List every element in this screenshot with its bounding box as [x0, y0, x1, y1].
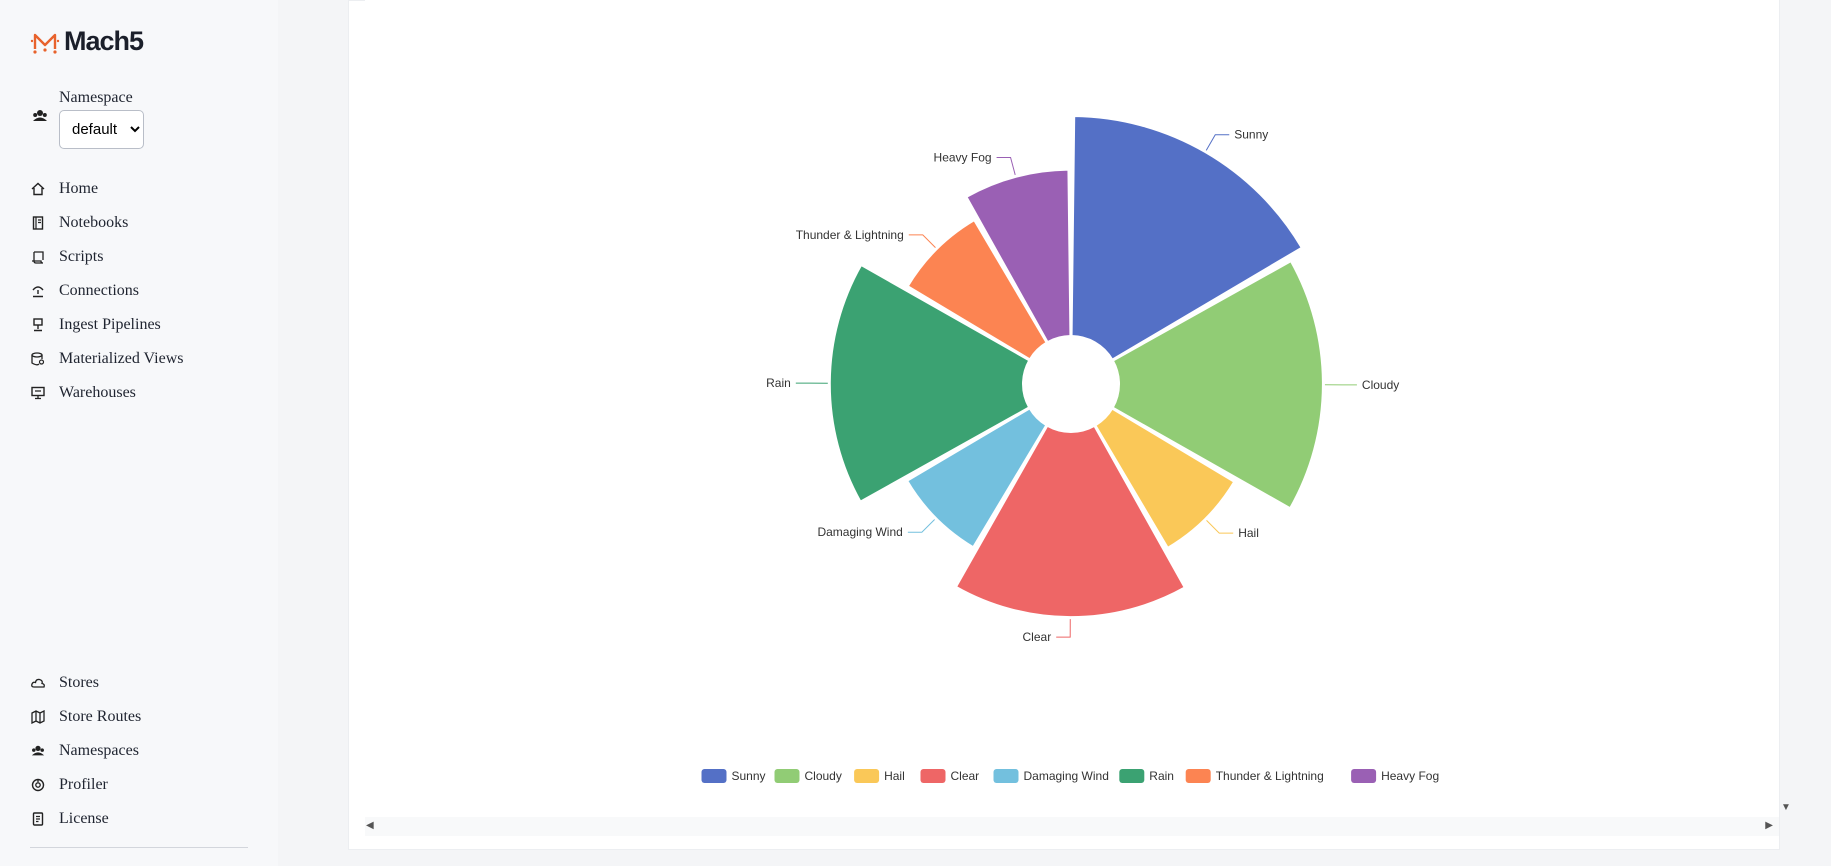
legend-item-rain[interactable]: Rain	[1119, 769, 1174, 783]
sidebar-item-label: Ingest Pipelines	[59, 316, 161, 333]
legend-item-damaging-wind[interactable]: Damaging Wind	[993, 769, 1109, 783]
slice-label-thunder-and-lightning: Thunder & Lightning	[796, 228, 904, 242]
legend-label: Damaging Wind	[1024, 769, 1109, 783]
label-line-hail	[1206, 520, 1234, 534]
slice-label-hail: Hail	[1238, 526, 1259, 540]
sidebar: Mach5 Namespace default Home Notebooks S…	[0, 0, 278, 866]
pie-slice-hail[interactable]	[1094, 407, 1236, 549]
sidebar-item-notebooks[interactable]: Notebooks	[30, 210, 128, 236]
profiler-icon	[30, 777, 46, 793]
pie-slice-sunny[interactable]	[1070, 115, 1303, 361]
sidebar-item-materialized-views[interactable]: Materialized Views	[30, 346, 183, 372]
sidebar-item-store-routes[interactable]: Store Routes	[30, 704, 141, 730]
sidebar-item-license[interactable]: License	[30, 806, 109, 832]
slice-label-cloudy: Cloudy	[1362, 378, 1399, 392]
legend-item-sunny[interactable]: Sunny	[701, 769, 766, 783]
label-line-damaging-wind	[907, 519, 935, 533]
connection-icon	[30, 283, 46, 299]
sidebar-divider	[30, 847, 248, 848]
users-icon	[30, 743, 46, 759]
legend-swatch	[920, 769, 946, 783]
sidebar-item-profiler[interactable]: Profiler	[30, 772, 108, 798]
label-line-heavy-fog	[996, 157, 1016, 176]
sidebar-item-connections[interactable]: Connections	[30, 278, 139, 304]
pipeline-icon	[30, 317, 46, 333]
pie-slice-rain[interactable]	[828, 264, 1031, 503]
slice-label-damaging-wind: Damaging Wind	[817, 525, 902, 539]
legend-label: Rain	[1149, 769, 1174, 783]
pie-slice-cloudy[interactable]	[1111, 260, 1324, 510]
legend-item-heavy-fog[interactable]: Heavy Fog	[1351, 769, 1439, 783]
warehouse-icon	[30, 385, 46, 401]
pie-slice-damaging-wind[interactable]	[906, 407, 1048, 549]
map-icon	[30, 709, 46, 725]
home-icon	[30, 181, 46, 197]
legend-label: Hail	[884, 769, 905, 783]
chart-legend: Sunny Cloudy Hail Clear Damaging Wind Rain Thu…	[701, 769, 1439, 783]
pie-slice-clear[interactable]	[955, 424, 1186, 619]
sidebar-item-label: Scripts	[59, 248, 104, 265]
legend-swatch	[1119, 769, 1145, 783]
scroll-right-icon[interactable]: ▶	[1765, 820, 1773, 831]
label-line-sunny	[1205, 134, 1230, 151]
weather-pie-chart: Sunny Cloudy Hail Clear Damaging Wind Rain Thu…	[701, 115, 1439, 783]
sidebar-item-label: Store Routes	[59, 708, 142, 725]
sidebar-item-ingest-pipelines[interactable]: Ingest Pipelines	[30, 312, 161, 338]
legend-swatch	[993, 769, 1019, 783]
cloud-icon	[30, 675, 46, 691]
legend-swatch	[1351, 769, 1377, 783]
legend-label: Cloudy	[805, 769, 842, 783]
legend-label: Thunder & Lightning	[1216, 769, 1324, 783]
legend-swatch	[701, 769, 727, 783]
sidebar-item-warehouses[interactable]: Warehouses	[30, 380, 136, 406]
legend-label: Sunny	[732, 769, 766, 783]
sidebar-item-label: Warehouses	[59, 384, 136, 401]
logo[interactable]: Mach5	[30, 26, 144, 57]
chart-panel: Sunny Cloudy Hail Clear Damaging Wind Rain Thu…	[365, 0, 1779, 815]
sidebar-item-home[interactable]: Home	[30, 176, 98, 202]
users-icon	[33, 110, 47, 121]
scroll-left-icon[interactable]: ◀	[366, 820, 374, 831]
legend-label: Clear	[951, 769, 980, 783]
legend-item-clear[interactable]: Clear	[920, 769, 980, 783]
legend-item-thunder-and-lightning[interactable]: Thunder & Lightning	[1185, 769, 1324, 783]
legend-swatch	[1185, 769, 1211, 783]
notebook-icon	[30, 215, 46, 231]
sidebar-item-label: Connections	[59, 282, 139, 299]
sidebar-item-scripts[interactable]: Scripts	[30, 244, 103, 270]
slice-label-heavy-fog: Heavy Fog	[934, 151, 992, 165]
license-icon	[30, 811, 46, 827]
pie-slice-heavy-fog[interactable]	[965, 168, 1072, 344]
legend-swatch	[774, 769, 800, 783]
logo-text: Mach5	[64, 26, 144, 56]
sidebar-item-label: Namespaces	[59, 742, 139, 759]
label-line-thunder-and-lightning	[908, 234, 936, 248]
sidebar-item-label: Materialized Views	[59, 350, 184, 367]
namespace-label: Namespace	[59, 89, 133, 106]
namespace-select[interactable]: default	[59, 110, 144, 149]
pie-slice-thunder-and-lightning[interactable]	[906, 219, 1048, 361]
sidebar-item-label: Home	[59, 180, 99, 197]
scroll-down-icon[interactable]: ▼	[1781, 802, 1791, 813]
slice-label-clear: Clear	[1023, 630, 1052, 644]
slice-label-rain: Rain	[766, 376, 791, 390]
mach5-logo-icon	[30, 33, 60, 54]
legend-item-cloudy[interactable]: Cloudy	[774, 769, 842, 783]
database-search-icon	[30, 351, 46, 367]
sidebar-item-label: Profiler	[59, 776, 108, 793]
sidebar-item-label: License	[59, 810, 109, 827]
sidebar-item-label: Notebooks	[59, 214, 129, 231]
slice-label-sunny: Sunny	[1234, 128, 1268, 142]
label-line-clear	[1056, 619, 1071, 638]
script-icon	[30, 249, 46, 265]
horizontal-scrollbar[interactable]: ◀ ▶	[365, 817, 1779, 836]
sidebar-item-label: Stores	[59, 674, 99, 691]
sidebar-item-stores[interactable]: Stores	[30, 670, 99, 696]
sidebar-item-namespaces[interactable]: Namespaces	[30, 738, 139, 764]
legend-swatch	[854, 769, 880, 783]
legend-item-hail[interactable]: Hail	[854, 769, 905, 783]
legend-label: Heavy Fog	[1381, 769, 1439, 783]
